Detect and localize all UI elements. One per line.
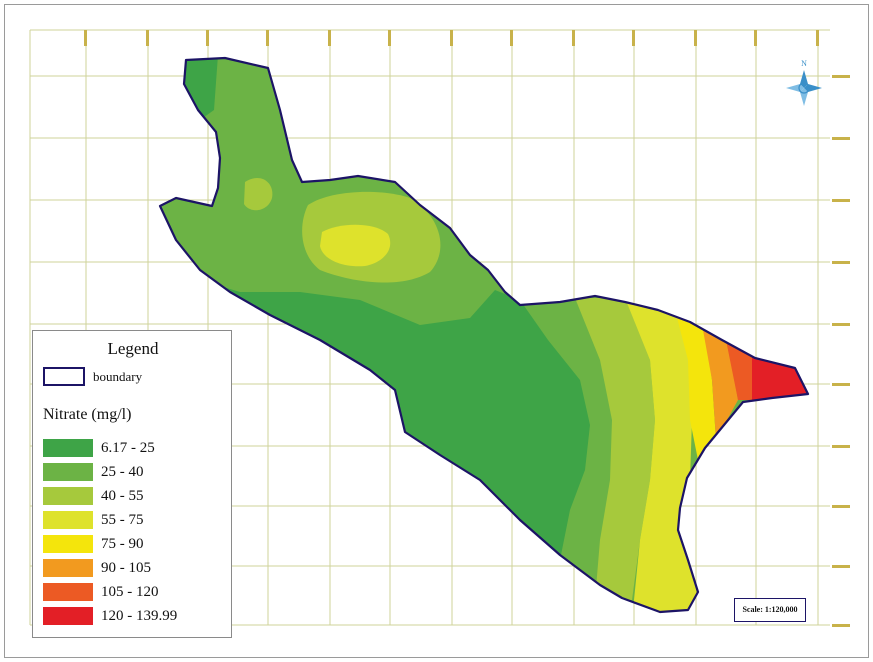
north-label: N [801,59,807,68]
legend-label: 40 - 55 [101,488,144,504]
boundary-label: boundary [93,369,143,384]
scale-box: Scale: 1:120,000 [734,598,806,622]
legend-row: 55 - 75 [43,511,228,529]
legend-swatch [43,583,93,601]
zone-40-55-patch [244,177,273,211]
legend-swatch [43,487,93,505]
zone-40-55-east [575,298,655,600]
zone-6-25-main [200,280,590,560]
legend-label: 6.17 - 25 [101,440,155,456]
map-legend: Legend boundary Nitrate (mg/l) 6.17 - 25… [32,330,232,638]
legend-label: 55 - 75 [101,512,144,528]
legend-swatch [43,559,93,577]
legend-row: 40 - 55 [43,487,228,505]
legend-title: Legend [107,339,159,358]
legend-swatch [43,535,93,553]
legend-label: 105 - 120 [101,584,159,600]
zone-90-105 [703,330,738,440]
nitrate-zones [160,58,808,612]
legend-row: 6.17 - 25 [43,439,228,457]
legend-swatch [43,439,93,457]
legend-label: 90 - 105 [101,560,151,576]
study-area-boundary [158,56,810,614]
legend-swatch [43,511,93,529]
grid-tick-marks [84,30,850,627]
legend-row: 75 - 90 [43,535,228,553]
legend-row: 90 - 105 [43,559,228,577]
legend-label: 75 - 90 [101,536,144,552]
legend-row: 105 - 120 [43,583,228,601]
zone-75-90 [675,310,716,470]
legend-label: 25 - 40 [101,464,144,480]
legend-swatch [43,607,93,625]
scale-text: Scale: 1:120,000 [742,605,798,614]
legend-row: 120 - 139.99 [43,607,228,625]
north-arrow-icon: N [786,59,822,106]
nitrate-title: Nitrate (mg/l) [43,406,132,423]
zone-55-75-center [320,224,391,267]
legend-row: 25 - 40 [43,463,228,481]
boundary-swatch [43,367,85,386]
legend-label: 120 - 139.99 [101,608,178,624]
legend-swatch [43,463,93,481]
